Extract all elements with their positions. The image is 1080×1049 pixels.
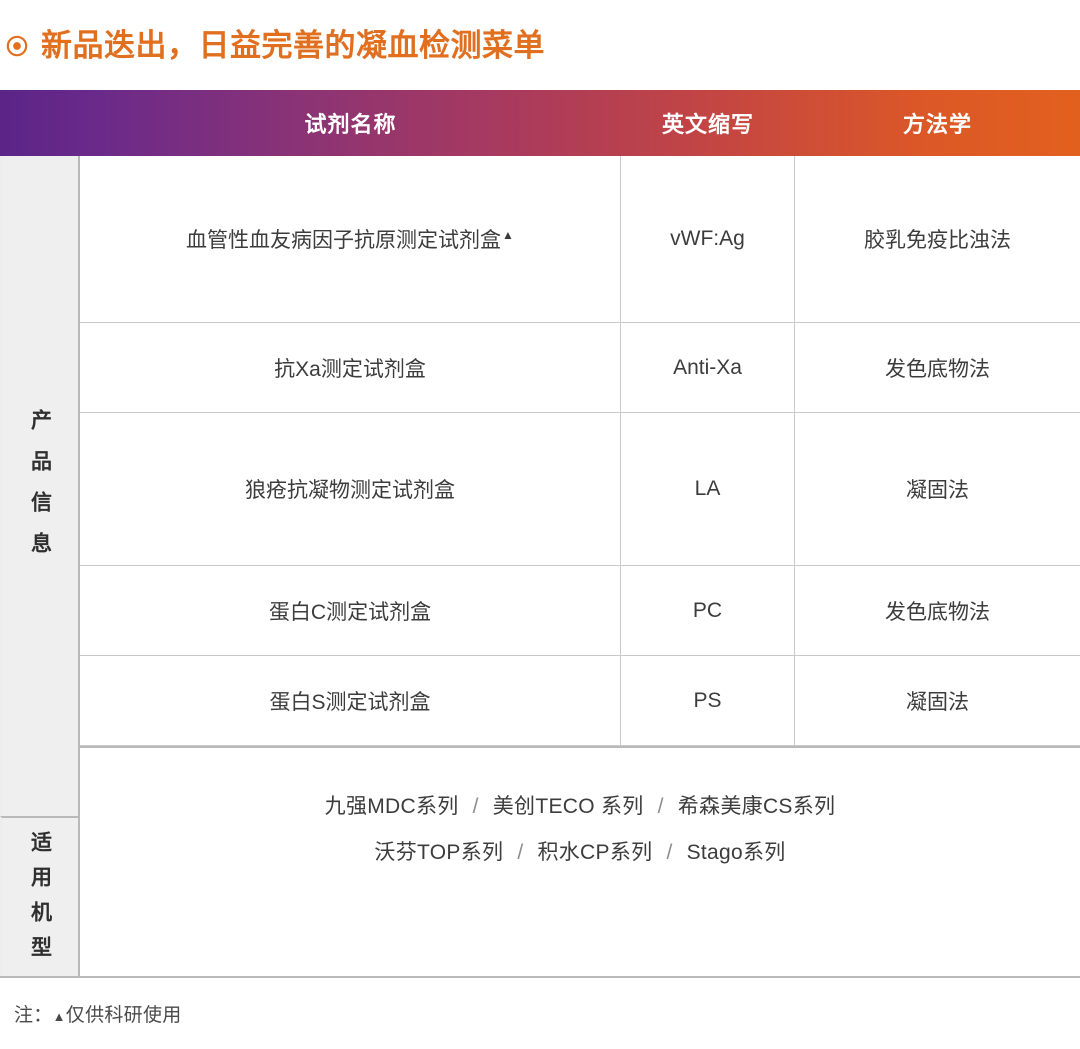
model-separator: / (517, 841, 524, 864)
footnote: 注：▲仅供科研使用 (0, 978, 1080, 1027)
cell-reagent-name: 蛋白S测定试剂盒 (80, 656, 621, 745)
side-label-product-info: 产品信息 (0, 156, 80, 816)
cell-reagent-name: 血管性血友病因子抗原测定试剂盒▲ (80, 156, 621, 322)
cell-methodology: 凝固法 (906, 479, 969, 502)
research-use-mark-icon: ▲ (52, 1009, 66, 1024)
model-item: 沃芬TOP系列 (374, 841, 504, 864)
cell-reagent-name: 蛋白C测定试剂盒 (80, 566, 621, 655)
table-row: 蛋白S测定试剂盒 PS 凝固法 (80, 656, 1080, 746)
table-row: 蛋白C测定试剂盒 PC 发色底物法 (80, 566, 1080, 656)
applicable-models-line-1: 九强MDC系列 / 美创TECO 系列 / 希森美康CS系列 (325, 790, 836, 820)
cell-methodology: 发色底物法 (885, 357, 990, 381)
footnote-text: 仅供科研使用 (65, 1005, 182, 1026)
table-row: 狼疮抗凝物测定试剂盒 LA 凝固法 (80, 413, 1080, 566)
model-item: 希森美康CS系列 (677, 795, 836, 818)
reagent-menu-table: 试剂名称 英文缩写 方法学 产品信息 适用机型 血管性血友病因子抗原测定试剂盒▲… (0, 90, 1080, 978)
cell-abbreviation: LA (621, 413, 795, 565)
side-label-product-info-text: 产品信息 (28, 409, 52, 573)
column-header-abbreviation: 英文缩写 (661, 112, 754, 137)
column-header-methodology: 方法学 (902, 112, 972, 137)
cell-reagent-name-text: 血管性血友病因子抗原测定试剂盒 (186, 229, 502, 252)
model-item: 积水CP系列 (537, 841, 653, 864)
cell-methodology: 胶乳免疫比浊法 (864, 229, 1011, 252)
footnote-prefix: 注： (14, 1005, 53, 1026)
table-row: 抗Xa测定试剂盒 Anti-Xa 发色底物法 (80, 323, 1080, 413)
table-header-row: 试剂名称 英文缩写 方法学 (0, 90, 1080, 156)
side-label-applicable-models-text: 适用机型 (28, 830, 52, 971)
column-header-reagent-name: 试剂名称 (304, 112, 397, 137)
applicable-models-content: 九强MDC系列 / 美创TECO 系列 / 希森美康CS系列 沃芬TOP系列 / 积水CP系… (80, 746, 1080, 908)
table-main-column: 血管性血友病因子抗原测定试剂盒▲ vWF:Ag 胶乳免疫比浊法 抗Xa测定试剂盒… (80, 156, 1080, 976)
side-label-column: 产品信息 适用机型 (0, 156, 80, 976)
cell-abbreviation: Anti-Xa (621, 323, 795, 412)
research-use-mark-icon: ▲ (502, 228, 514, 242)
cell-methodology: 发色底物法 (885, 600, 990, 624)
cell-methodology: 凝固法 (906, 690, 969, 714)
table-body: 产品信息 适用机型 血管性血友病因子抗原测定试剂盒▲ vWF:Ag 胶乳免疫比浊… (0, 156, 1080, 978)
model-separator: / (666, 841, 673, 864)
cell-reagent-name: 抗Xa测定试剂盒 (80, 323, 621, 412)
model-item: Stago系列 (686, 841, 786, 864)
page-title: 新品迭出，日益完善的凝血检测菜单 (41, 27, 545, 63)
cell-reagent-name: 狼疮抗凝物测定试剂盒 (80, 413, 621, 565)
applicable-models-line-2: 沃芬TOP系列 / 积水CP系列 / Stago系列 (374, 836, 785, 866)
model-separator: / (472, 795, 479, 818)
cell-abbreviation: PS (621, 656, 795, 745)
cell-abbreviation: vWF:Ag (621, 156, 795, 322)
target-circle-icon (6, 35, 28, 57)
model-item: 美创TECO 系列 (492, 795, 644, 818)
model-item: 九强MDC系列 (324, 795, 459, 818)
table-row: 血管性血友病因子抗原测定试剂盒▲ vWF:Ag 胶乳免疫比浊法 (80, 156, 1080, 323)
model-separator: / (657, 795, 664, 818)
cell-abbreviation: PC (621, 566, 795, 655)
page-title-row: 新品迭出，日益完善的凝血检测菜单 (0, 0, 1080, 90)
side-label-applicable-models: 适用机型 (0, 816, 80, 976)
